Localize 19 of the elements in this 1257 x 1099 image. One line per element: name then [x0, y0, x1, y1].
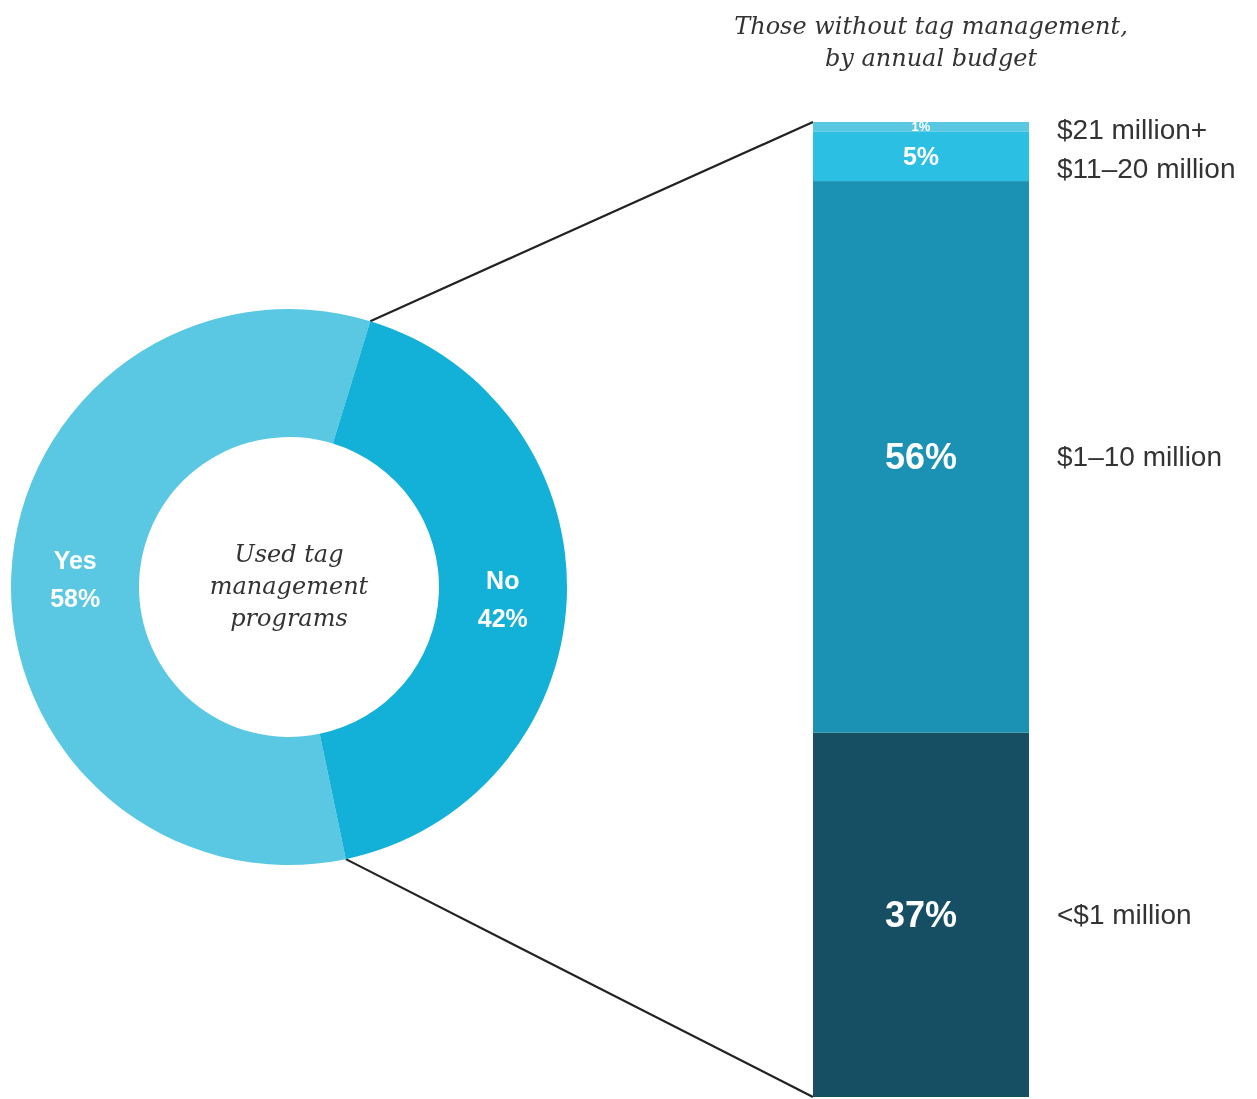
donut-slice	[11, 309, 371, 865]
bar	[813, 131, 1029, 182]
data-label: 58%	[50, 584, 101, 613]
text: Used tag management programs	[209, 539, 369, 632]
slice-label: No	[486, 565, 520, 594]
bar	[813, 181, 1029, 733]
series-label: $11–20 million	[1057, 153, 1236, 185]
bar	[813, 122, 1029, 132]
bar	[813, 732, 1029, 1097]
series-label: $1–10 million	[1057, 441, 1222, 473]
chart-title: Those without tag management, by annual budget	[734, 12, 1128, 72]
data-label: 37%	[884, 894, 958, 936]
slice-label: Yes	[53, 546, 97, 575]
data-label: 42%	[477, 603, 528, 632]
data-label: 5%	[902, 142, 940, 171]
series-label: $21 million+	[1057, 113, 1208, 145]
data-label: 1%	[911, 119, 931, 135]
data-label: 56%	[884, 436, 958, 478]
series-label: <$1 million	[1057, 899, 1192, 931]
